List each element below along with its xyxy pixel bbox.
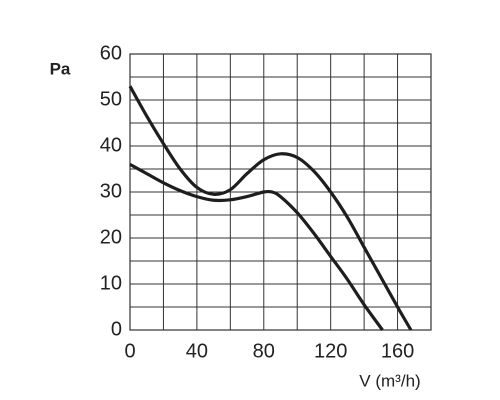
y-tick-label: 0 <box>111 318 122 340</box>
y-tick-label: 20 <box>100 226 122 248</box>
x-tick-label: 40 <box>186 340 208 362</box>
y-tick-label: 10 <box>100 272 122 294</box>
x-axis-label: V (m³/h) <box>359 371 420 390</box>
x-tick-label: 160 <box>381 340 414 362</box>
y-axis-label: Pa <box>50 59 71 78</box>
y-tick-label: 30 <box>100 180 122 202</box>
plot-frame <box>129 53 432 331</box>
x-tick-label: 80 <box>253 340 275 362</box>
curve <box>128 85 413 331</box>
x-tick-label: 0 <box>124 340 135 362</box>
x-tick-label: 120 <box>314 340 347 362</box>
y-tick-label: 60 <box>100 42 122 64</box>
y-tick-label: 40 <box>100 134 122 156</box>
curve <box>129 162 384 331</box>
y-tick-label: 50 <box>100 88 122 110</box>
